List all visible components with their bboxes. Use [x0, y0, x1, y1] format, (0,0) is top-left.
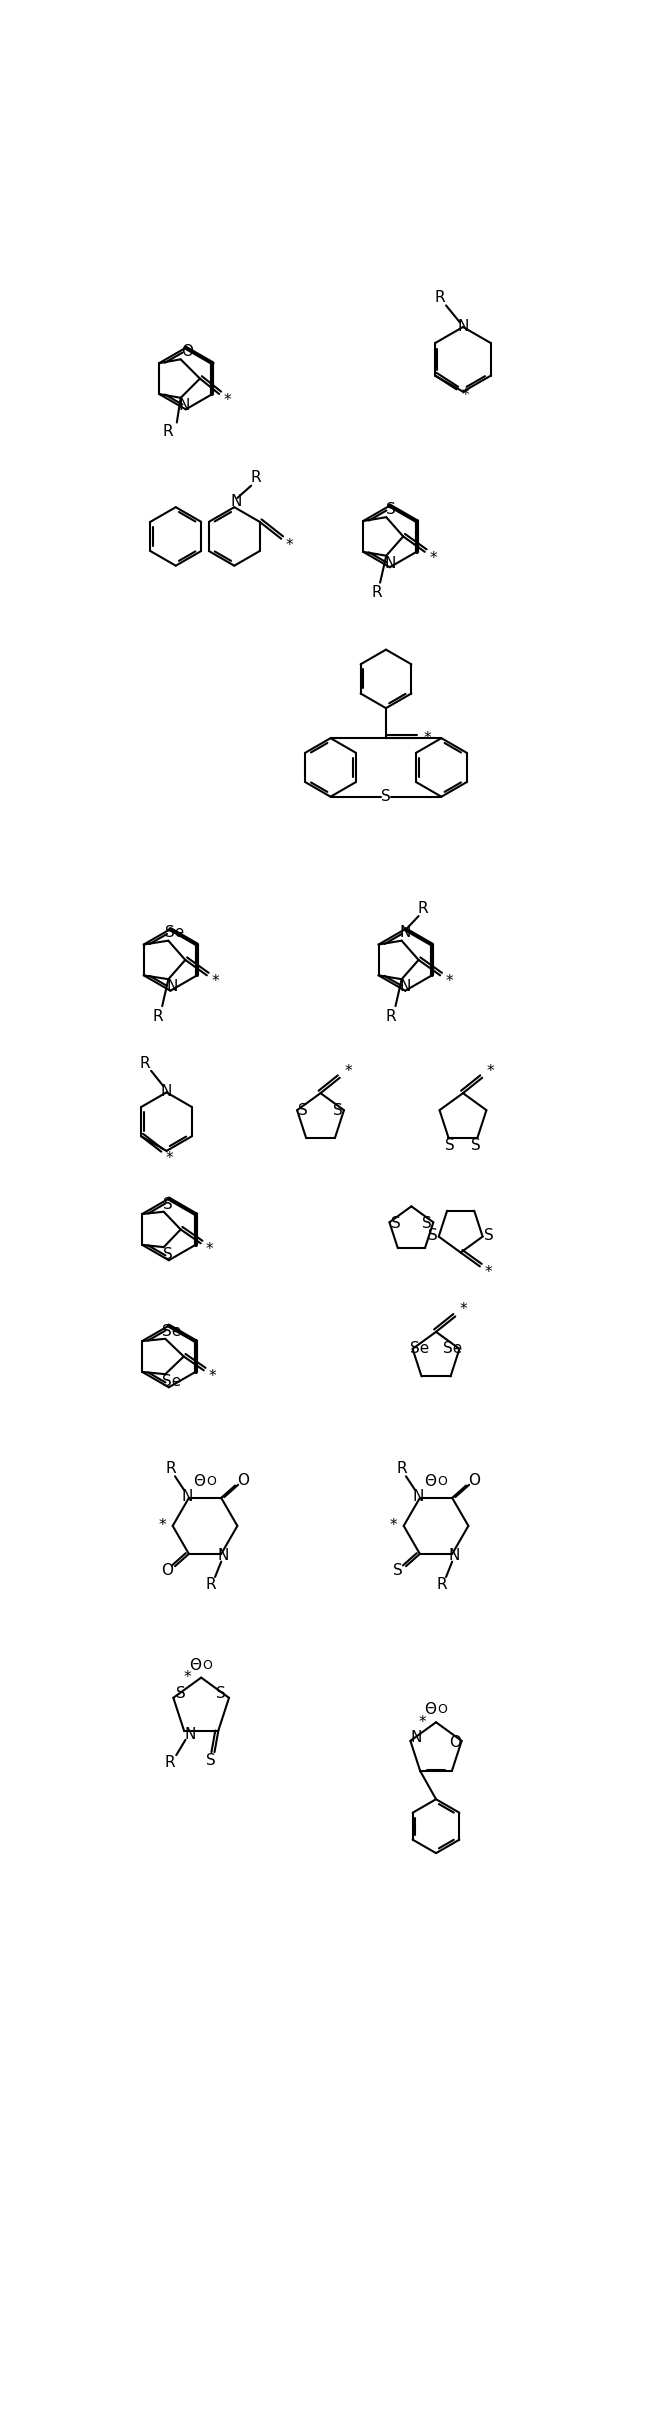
Text: Θ: Θ — [189, 1658, 201, 1673]
Text: *: * — [158, 1518, 166, 1532]
Text: N: N — [161, 1085, 172, 1100]
Text: *: * — [212, 974, 220, 989]
Text: O: O — [437, 1474, 447, 1489]
Text: N: N — [179, 399, 190, 413]
Text: S: S — [298, 1102, 308, 1117]
Text: N: N — [230, 493, 241, 508]
Text: *: * — [183, 1670, 191, 1685]
Text: *: * — [487, 1063, 495, 1078]
Text: *: * — [389, 1518, 396, 1532]
Text: Θ: Θ — [193, 1474, 205, 1489]
Text: S: S — [206, 1752, 216, 1769]
Text: O: O — [206, 1474, 216, 1489]
Text: Se: Se — [410, 1341, 429, 1356]
Text: Θ: Θ — [424, 1474, 436, 1489]
Text: S: S — [381, 790, 391, 805]
Text: O: O — [450, 1735, 462, 1750]
Text: O: O — [181, 343, 193, 360]
Text: N: N — [217, 1547, 228, 1564]
Text: R: R — [205, 1578, 216, 1593]
Text: S: S — [163, 1196, 173, 1211]
Text: S: S — [333, 1102, 343, 1117]
Text: R: R — [251, 471, 261, 486]
Text: Se: Se — [165, 926, 184, 940]
Text: *: * — [224, 394, 231, 408]
Text: N: N — [184, 1726, 196, 1743]
Text: R: R — [162, 425, 173, 440]
Text: O: O — [468, 1474, 480, 1489]
Text: *: * — [460, 1303, 468, 1317]
Text: Se: Se — [443, 1341, 462, 1356]
Text: *: * — [209, 1368, 216, 1385]
Text: R: R — [386, 1008, 396, 1025]
Text: S: S — [445, 1138, 455, 1153]
Text: *: * — [445, 974, 453, 989]
Text: N: N — [384, 556, 396, 570]
Text: N: N — [411, 1731, 422, 1745]
Text: *: * — [419, 1714, 426, 1731]
Text: S: S — [393, 1564, 403, 1578]
Text: *: * — [485, 1264, 493, 1281]
Text: N: N — [448, 1547, 460, 1564]
Text: O: O — [437, 1704, 447, 1716]
Text: N: N — [400, 926, 411, 940]
Text: S: S — [163, 1247, 173, 1262]
Text: O: O — [161, 1564, 173, 1578]
Text: R: R — [436, 1578, 447, 1593]
Text: *: * — [424, 730, 431, 747]
Text: Θ: Θ — [424, 1702, 436, 1718]
Text: R: R — [165, 1755, 175, 1769]
Text: N: N — [400, 979, 411, 993]
Text: *: * — [344, 1063, 352, 1078]
Text: *: * — [206, 1242, 214, 1257]
Text: *: * — [286, 539, 294, 553]
Text: S: S — [390, 1216, 401, 1230]
Text: S: S — [422, 1216, 432, 1230]
Text: R: R — [153, 1008, 163, 1025]
Text: N: N — [181, 1489, 193, 1503]
Text: Se: Se — [162, 1325, 181, 1339]
Text: S: S — [216, 1687, 226, 1702]
Text: *: * — [166, 1150, 173, 1165]
Text: S: S — [176, 1687, 186, 1702]
Text: N: N — [167, 979, 178, 993]
Text: *: * — [462, 387, 470, 404]
Text: S: S — [427, 1228, 437, 1242]
Text: N: N — [457, 319, 468, 334]
Text: R: R — [396, 1462, 407, 1477]
Text: N: N — [413, 1489, 424, 1503]
Text: S: S — [484, 1228, 494, 1242]
Text: R: R — [165, 1462, 175, 1477]
Text: Se: Se — [162, 1375, 181, 1390]
Text: *: * — [429, 551, 437, 566]
Text: R: R — [435, 290, 445, 305]
Text: R: R — [140, 1056, 151, 1071]
Text: S: S — [471, 1138, 480, 1153]
Text: R: R — [372, 585, 382, 599]
Text: R: R — [418, 902, 429, 916]
Text: O: O — [237, 1474, 249, 1489]
Text: O: O — [202, 1658, 212, 1673]
Text: S: S — [386, 503, 396, 517]
